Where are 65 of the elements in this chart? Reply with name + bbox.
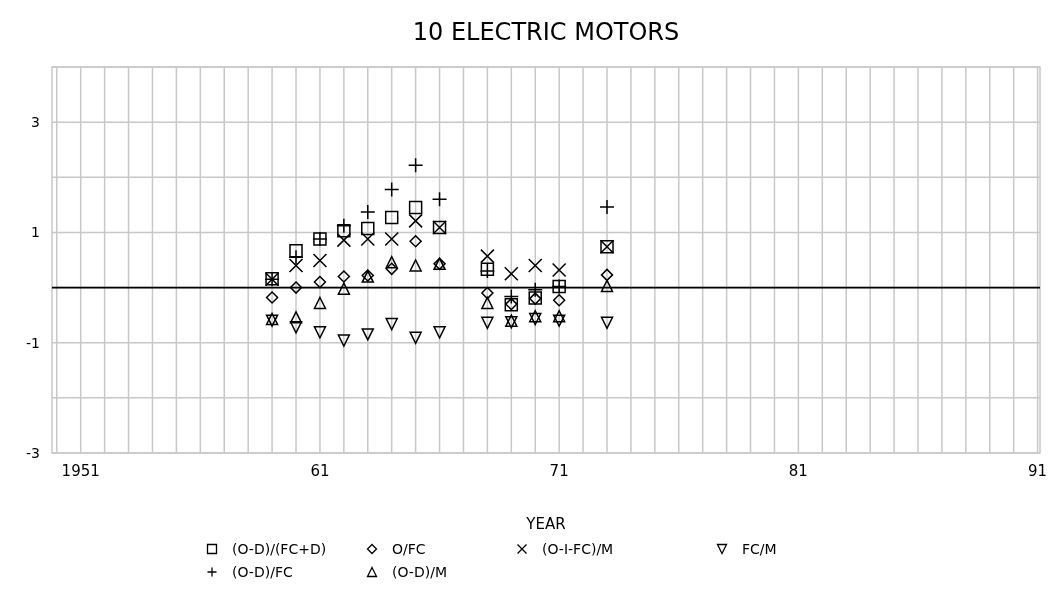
legend-label: (O-D)/(FC+D) — [232, 541, 327, 557]
point — [336, 232, 352, 248]
point — [289, 281, 303, 294]
point — [552, 294, 566, 307]
point — [384, 231, 399, 247]
point — [433, 325, 446, 339]
point — [289, 243, 303, 258]
point — [408, 213, 423, 229]
y-tick-label: 3 — [31, 114, 40, 131]
point — [409, 235, 422, 248]
point — [337, 334, 351, 347]
point — [552, 310, 566, 323]
x-tick-label: 1951 — [61, 462, 100, 480]
point — [313, 325, 327, 339]
point — [504, 266, 519, 282]
point — [527, 258, 543, 273]
point — [360, 204, 376, 220]
x-tick-label: 71 — [549, 462, 569, 480]
point — [527, 282, 543, 298]
point — [503, 288, 520, 305]
point — [481, 286, 494, 300]
point — [361, 221, 375, 236]
point — [312, 253, 328, 268]
point — [552, 314, 566, 327]
point — [481, 296, 494, 310]
chart-title: 10 ELECTRIC MOTORS — [412, 18, 680, 46]
point — [408, 200, 423, 215]
point — [599, 199, 615, 215]
point — [336, 218, 352, 234]
point — [289, 311, 303, 324]
legend-label: O/FC — [392, 541, 426, 557]
point — [385, 255, 398, 269]
point — [289, 321, 303, 334]
point — [385, 317, 398, 331]
x-tick-label: 61 — [310, 462, 330, 480]
legend-label: (O-D)/FC — [232, 564, 293, 580]
point — [337, 270, 351, 283]
x-axis-title: YEAR — [525, 515, 566, 533]
point — [265, 291, 279, 304]
point — [361, 328, 375, 341]
point — [431, 191, 448, 208]
point — [383, 181, 400, 198]
point — [337, 282, 351, 295]
x-tick-label: 81 — [788, 462, 808, 480]
y-tick-label: -1 — [26, 334, 40, 351]
point — [313, 296, 327, 310]
y-tick-label: 1 — [31, 224, 40, 241]
point — [313, 275, 327, 289]
legend-label: (O-I-FC)/M — [542, 541, 614, 557]
point — [409, 331, 422, 344]
point — [551, 262, 567, 278]
legend-label: FC/M — [742, 541, 777, 557]
point — [600, 279, 614, 293]
point — [385, 262, 398, 276]
point — [600, 268, 614, 282]
point — [600, 316, 614, 330]
point — [407, 157, 424, 173]
point — [360, 231, 376, 247]
legend-label: (O-D)/M — [392, 564, 447, 580]
point — [481, 316, 494, 330]
y-tick-label: -3 — [26, 445, 40, 461]
x-tick-label: 91 — [1028, 462, 1048, 480]
point — [480, 248, 495, 264]
point — [384, 210, 399, 225]
point — [409, 259, 422, 272]
